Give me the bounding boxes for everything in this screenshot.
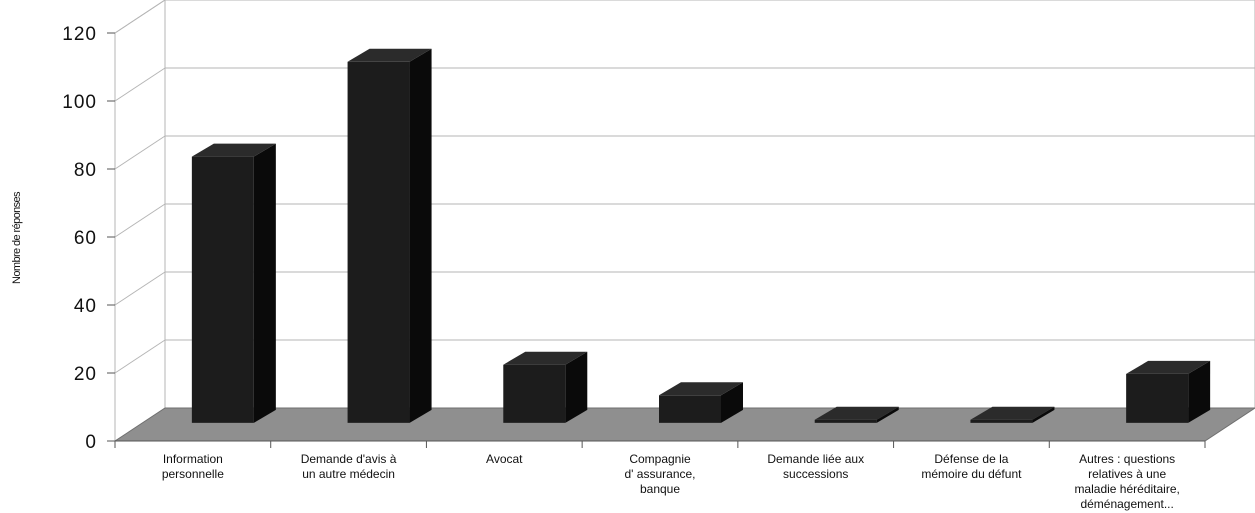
gridline-side	[114, 271, 166, 306]
y-axis-label: Nombre de réponses	[11, 191, 23, 284]
bar-top	[191, 143, 276, 157]
bar-side	[565, 351, 588, 423]
bar-side	[1188, 360, 1211, 423]
bar-front	[347, 61, 410, 423]
x-category-label-line: déménagement...	[1080, 497, 1173, 511]
y-tick-label: 100	[62, 92, 97, 113]
bar-top	[347, 48, 432, 62]
y-axis-ticks: 0 20 40 60 80 100 120	[62, 24, 115, 453]
x-category-label: Compagnie d' assurance, banque	[625, 452, 696, 496]
x-category-label: Demande d'avis à un autre médecin	[301, 452, 397, 481]
x-category-label: Avocat	[486, 452, 523, 466]
x-category-label-line: un autre médecin	[302, 467, 395, 481]
bar-front	[191, 156, 254, 423]
x-category-label-line: Avocat	[486, 452, 523, 466]
y-tick-label: 20	[74, 364, 97, 385]
x-category-label-line: personnelle	[162, 467, 224, 481]
gridline-side	[114, 67, 166, 102]
bar-side	[1032, 406, 1055, 423]
x-category-label-line: d' assurance,	[625, 467, 696, 481]
bar	[347, 48, 432, 423]
x-category-label-line: Autres : questions	[1079, 452, 1175, 466]
x-category-label-line: Demande d'avis à	[301, 452, 397, 466]
bar	[814, 406, 899, 423]
bars	[191, 48, 1211, 423]
bar-top	[970, 406, 1055, 420]
x-axis-categories: Information personnelle Demande d'avis à un…	[114, 440, 1206, 511]
x-category-label-line: banque	[640, 482, 680, 496]
x-category-label-line: successions	[783, 467, 848, 481]
bar-front	[503, 364, 566, 423]
gridline-side	[114, 0, 166, 34]
x-category-label-line: mémoire du défunt	[921, 467, 1022, 481]
bar	[970, 406, 1055, 423]
x-category-label: Défense de la mémoire du défunt	[921, 452, 1022, 481]
x-category-label: Information personnelle	[162, 452, 224, 481]
bar-front	[970, 419, 1033, 423]
bar-front	[1126, 373, 1189, 423]
bar-front	[814, 419, 877, 423]
bar-top	[814, 406, 899, 420]
bar-side	[409, 48, 432, 423]
gridline-side	[114, 135, 166, 170]
x-category-label: Autres : questions relatives à une maladie…	[1074, 452, 1179, 511]
gridlines	[114, 0, 1255, 374]
x-category-label: Demande liée aux successions	[767, 452, 864, 481]
bar	[191, 143, 276, 423]
x-category-label-line: Demande liée aux	[767, 452, 864, 466]
x-category-label-line: Compagnie	[629, 452, 691, 466]
bar-side	[876, 406, 899, 423]
bar-side	[721, 382, 743, 423]
x-category-label-line: Défense de la	[934, 452, 1008, 466]
bar-top	[659, 382, 743, 396]
gridline-side	[114, 203, 166, 238]
bar	[1126, 360, 1211, 423]
bar-top	[503, 351, 588, 365]
gridline-side	[114, 339, 166, 374]
bar-side	[253, 143, 276, 423]
bar-top	[1126, 360, 1211, 374]
bar-front	[659, 395, 721, 423]
x-category-label-line: Information	[163, 452, 223, 466]
bar	[659, 382, 743, 423]
x-category-label-line: maladie héréditaire,	[1074, 482, 1179, 496]
y-tick-label: 120	[62, 24, 97, 45]
y-tick-label: 80	[74, 160, 97, 181]
x-category-label-line: relatives à une	[1088, 467, 1166, 481]
y-tick-label: 0	[85, 432, 97, 453]
y-tick-label: 40	[74, 296, 97, 317]
chart-walls	[114, 0, 1255, 441]
bar	[503, 351, 588, 423]
y-tick-label: 60	[74, 228, 97, 249]
